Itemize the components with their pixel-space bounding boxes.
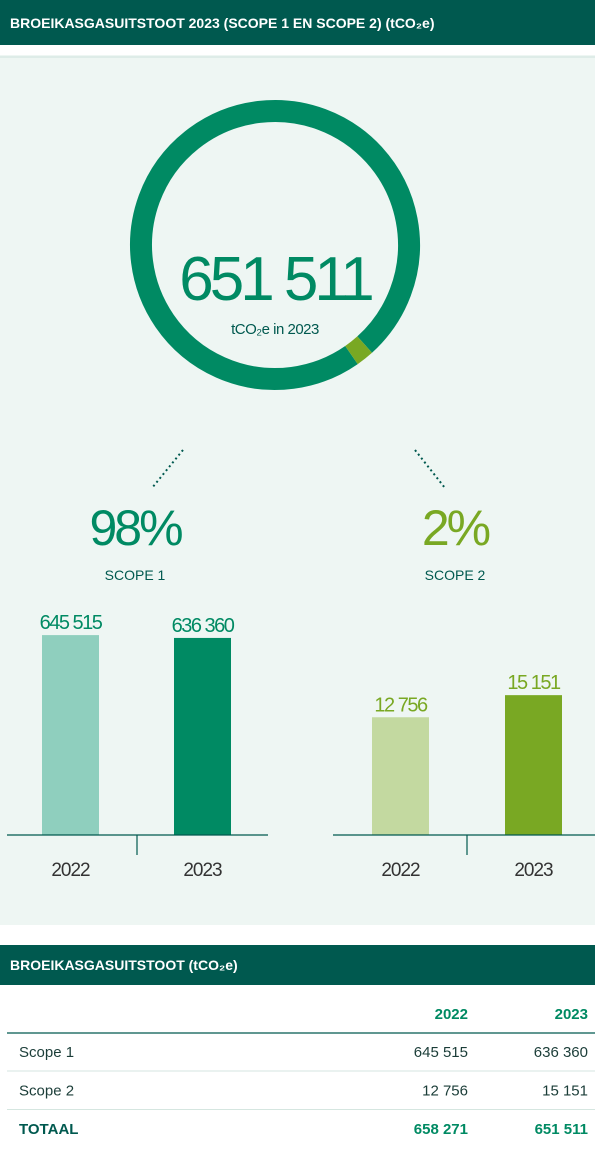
bar-value-label: 12 756 <box>374 694 428 716</box>
column-header: 2022 <box>435 1006 468 1023</box>
row-label: Scope 2 <box>19 1083 74 1100</box>
x-tick-label: 2023 <box>514 860 553 881</box>
table-title: BROEIKASGASUITSTOOT (tCO₂e) <box>10 957 238 973</box>
cell-value: 12 756 <box>422 1083 468 1100</box>
chart-panel <box>0 55 595 925</box>
scope-label: SCOPE 1 <box>105 567 166 583</box>
bar-value-label: 645 515 <box>40 612 103 634</box>
page-title: BROEIKASGASUITSTOOT 2023 (SCOPE 1 EN SCO… <box>10 15 435 31</box>
x-tick-label: 2022 <box>51 860 90 881</box>
share-label: 2% <box>422 500 490 556</box>
cell-value: 15 151 <box>542 1083 588 1100</box>
header-bar <box>0 0 595 45</box>
bar <box>174 637 231 835</box>
column-header: 2023 <box>555 1006 588 1023</box>
share-label: 98% <box>89 500 182 556</box>
bar-value-label: 636 360 <box>172 615 235 637</box>
dotted-connector <box>151 449 184 489</box>
table-header-bar <box>0 945 595 985</box>
cell-value: 645 515 <box>414 1044 468 1061</box>
donut-segment <box>345 336 373 365</box>
bar <box>372 717 429 835</box>
donut-segment <box>130 100 420 390</box>
cell-value: 658 271 <box>414 1121 468 1138</box>
bar <box>505 695 562 835</box>
bar-value-label: 15 151 <box>507 672 561 694</box>
scope-label: SCOPE 2 <box>425 567 486 583</box>
cell-value: 636 360 <box>534 1044 588 1061</box>
donut-center-subtext: tCO₂e in 2023 <box>231 321 319 338</box>
donut-center-value: 651 511 <box>179 245 372 314</box>
cell-value: 651 511 <box>535 1121 588 1138</box>
row-label: Scope 1 <box>19 1044 74 1061</box>
row-label: TOTAAL <box>19 1121 78 1138</box>
x-tick-label: 2022 <box>381 860 420 881</box>
x-tick-label: 2023 <box>183 860 222 881</box>
dotted-connector <box>414 449 446 489</box>
bar <box>42 635 99 835</box>
